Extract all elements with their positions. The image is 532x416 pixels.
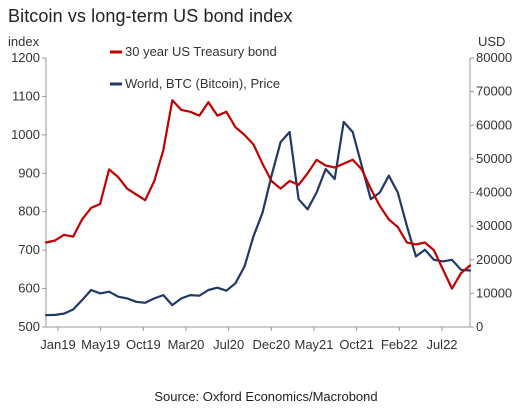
x-tick-label: Oct19 [126, 337, 161, 352]
x-tick-label: Mar20 [168, 337, 205, 352]
x-tick-label: Jan19 [40, 337, 75, 352]
right-tick-label: 50000 [476, 151, 512, 166]
left-tick-label: 1100 [12, 88, 40, 103]
left-tick-label: 900 [18, 165, 40, 180]
chart-title: Bitcoin vs long-term US bond index [8, 6, 293, 26]
right-tick-label: 0 [476, 319, 483, 334]
right-tick-label: 30000 [476, 218, 512, 233]
right-axis-unit: USD [478, 34, 505, 49]
x-tick-label: Jul20 [213, 337, 244, 352]
axes-layer: 500 600 700 800 900 1000 1100 1200 0 10000 20000 30… [8, 34, 512, 352]
right-tick-label: 60000 [476, 117, 512, 132]
left-axis-unit: index [8, 34, 40, 49]
right-tick-label: 20000 [476, 252, 512, 267]
left-tick-label: 700 [18, 242, 40, 257]
left-tick-label: 1000 [11, 127, 40, 142]
x-tick-label: Jul22 [426, 337, 457, 352]
x-tick-label: Oct21 [339, 337, 374, 352]
left-tick-label: 800 [18, 204, 40, 219]
legend-btc-label: World, BTC (Bitcoin), Price [125, 76, 280, 91]
left-tick-label: 600 [18, 281, 40, 296]
source-note: Source: Oxford Economics/Macrobond [154, 389, 378, 404]
right-tick-label: 70000 [476, 84, 512, 99]
right-tick-label: 80000 [476, 50, 512, 65]
x-tick-label: Dec20 [253, 337, 291, 352]
series-layer [44, 99, 472, 317]
x-tick-label: Feb22 [381, 337, 418, 352]
x-tick-label: May21 [294, 337, 333, 352]
bond-series-line [44, 99, 472, 290]
legend: 30 year US Treasury bond World, BTC (Bitc… [110, 44, 280, 91]
x-tick-label: May19 [81, 337, 120, 352]
btc-series-line [44, 120, 472, 317]
left-tick-label: 500 [18, 319, 40, 334]
right-tick-label: 10000 [476, 285, 512, 300]
right-tick-label: 40000 [476, 185, 512, 200]
left-tick-label: 1200 [11, 50, 40, 65]
legend-bond-label: 30 year US Treasury bond [125, 44, 277, 59]
